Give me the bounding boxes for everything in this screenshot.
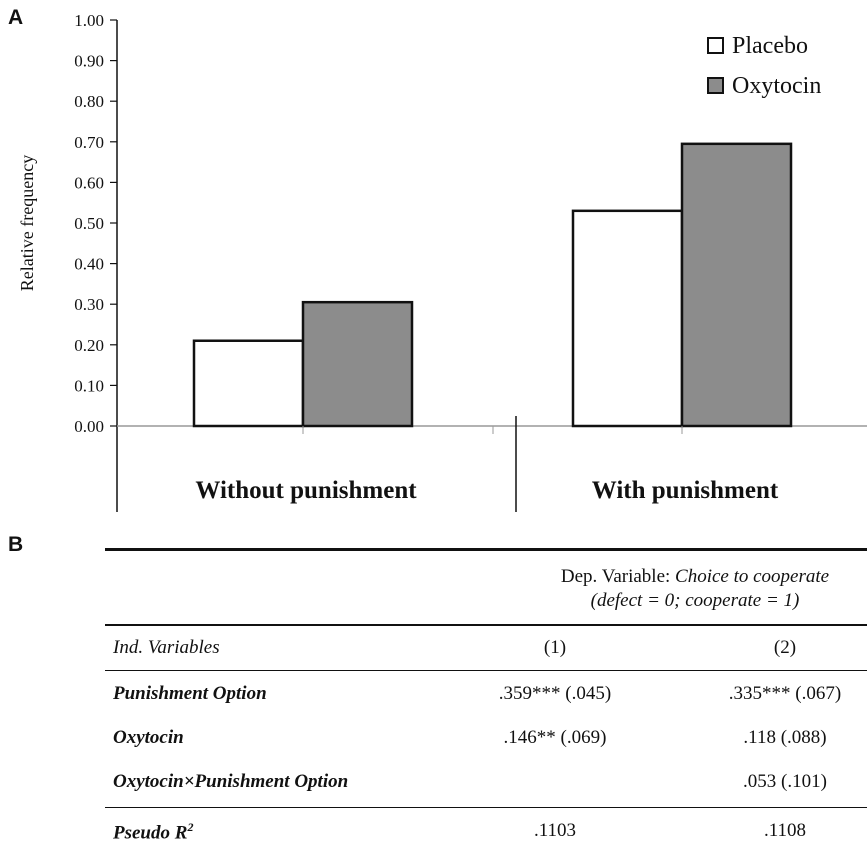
legend-swatch-placebo (707, 37, 724, 54)
panel-b-letter: B (8, 533, 24, 556)
ind-variables-label: Ind. Variables (113, 637, 220, 658)
dep-var-line1: Dep. Variable: Choice to cooperate (485, 565, 867, 589)
column-header-rule (105, 670, 867, 671)
y-tick-label: 0.60 (74, 173, 104, 192)
dep-var-coding: (defect = 0; cooperate = 1) (590, 590, 800, 611)
row-punishment-col2: .335*** (.067) (728, 683, 842, 704)
bar-oxytocin-with-punishment (680, 142, 793, 428)
y-tick-label: 0.70 (74, 133, 104, 152)
column-2-header: (2) (773, 637, 797, 658)
row-pseudo-col2: .1108 (763, 820, 807, 841)
pseudo-r-superscript: 2 (187, 820, 194, 834)
row-label-oxytocin: Oxytocin (113, 727, 184, 748)
pseudo-r2-rule (105, 807, 867, 808)
row-oxytocin-col1: .146** (.069) (503, 727, 607, 748)
bar-oxytocin-without-punishment (301, 300, 414, 428)
y-tick-label: 0.80 (74, 92, 104, 111)
y-tick-label: 0.10 (74, 376, 104, 395)
row-label-pseudo-r2: Pseudo R2 (113, 820, 193, 844)
legend-label-oxytocin: Oxytocin (732, 73, 821, 99)
y-tick-label: 0.90 (74, 52, 104, 71)
y-tick-label: 1.00 (74, 11, 104, 30)
y-tick-label: 0.40 (74, 255, 104, 274)
bar-placebo-without-punishment (192, 339, 305, 428)
y-tick-label: 0.30 (74, 295, 104, 314)
dep-var-name: Choice to cooperate (675, 566, 830, 587)
y-tick-label: 0.50 (74, 214, 104, 233)
header-rule (105, 624, 867, 626)
y-tick-label: 0.20 (74, 336, 104, 355)
legend-label-placebo: Placebo (732, 33, 808, 59)
row-oxytocin-col2: .118 (.088) (743, 727, 827, 748)
bar-chart: 0.00 0.10 0.20 0.30 0.40 0.50 0.60 0.70 0.80 0.90… (17, 11, 867, 512)
y-axis-label: Relative frequency (17, 155, 37, 291)
panel-a-letter: A (8, 6, 24, 29)
row-label-punishment-option: Punishment Option (113, 683, 267, 704)
category-label: With punishment (592, 477, 779, 504)
bar-placebo-with-punishment (571, 209, 684, 428)
column-1-header: (1) (543, 637, 567, 658)
dependent-variable-header: Dep. Variable: Choice to cooperate (defe… (485, 565, 867, 613)
row-pseudo-col1: .1103 (533, 820, 577, 841)
legend-swatch-oxytocin (707, 77, 724, 94)
y-tick-label: 0.00 (74, 417, 104, 436)
category-label: Without punishment (195, 477, 417, 504)
row-label-interaction: Oxytocin×Punishment Option (113, 771, 349, 792)
row-punishment-col1: .359*** (.045) (498, 683, 612, 704)
row-interaction-col2: .053 (.101) (743, 771, 827, 792)
table-top-rule (105, 548, 867, 551)
dep-var-prefix: Dep. Variable: (560, 566, 676, 587)
pseudo-r-text: Pseudo R (113, 822, 188, 844)
